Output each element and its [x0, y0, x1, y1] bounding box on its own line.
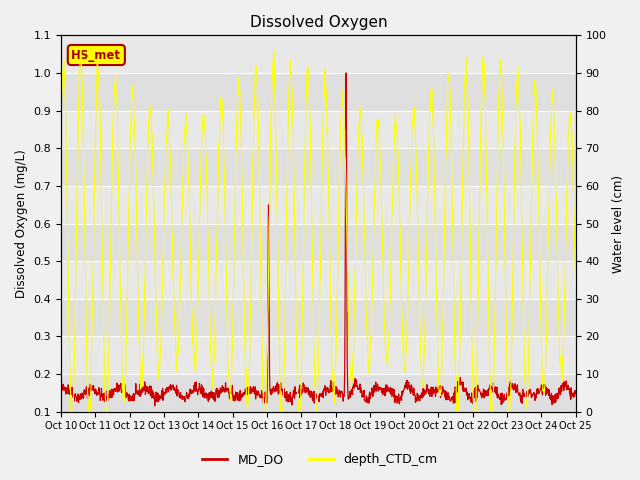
- Bar: [61, 374, 576, 412]
- Bar: [61, 73, 576, 110]
- Legend: MD_DO, depth_CTD_cm: MD_DO, depth_CTD_cm: [197, 448, 443, 471]
- Bar: [61, 299, 576, 336]
- Y-axis label: Water level (cm): Water level (cm): [612, 175, 625, 273]
- Y-axis label: Dissolved Oxygen (mg/L): Dissolved Oxygen (mg/L): [15, 149, 28, 298]
- Bar: [61, 148, 576, 186]
- Title: Dissolved Oxygen: Dissolved Oxygen: [250, 15, 387, 30]
- Bar: [61, 224, 576, 261]
- Text: HS_met: HS_met: [71, 48, 122, 61]
